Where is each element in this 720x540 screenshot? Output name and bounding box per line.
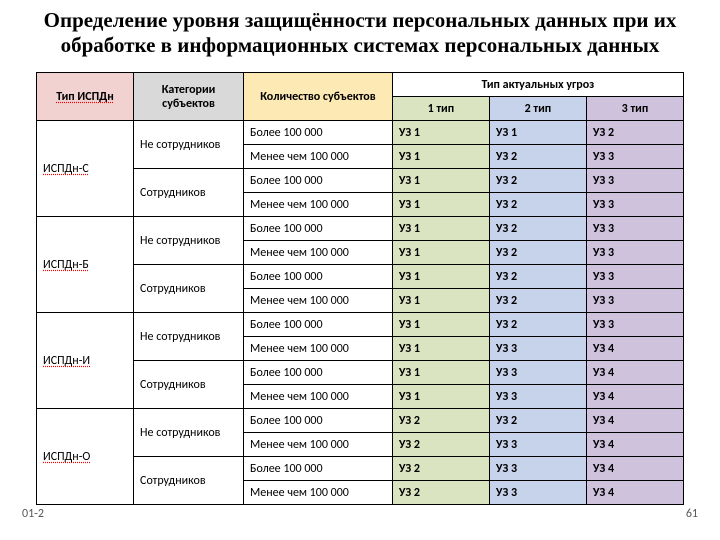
uz-cell: УЗ 1 xyxy=(392,289,489,313)
table-row: ИСПДн-ОНе сотрудниковБолее 100 000УЗ 2УЗ… xyxy=(37,409,684,433)
type-cell: ИСПДн-И xyxy=(37,313,134,409)
category-cell: Не сотрудников xyxy=(134,217,244,265)
uz-cell: УЗ 3 xyxy=(586,193,683,217)
uz-cell: УЗ 3 xyxy=(586,145,683,169)
uz-cell: УЗ 2 xyxy=(489,409,586,433)
table-row: СотрудниковБолее 100 000УЗ 1УЗ 2УЗ 3 xyxy=(37,169,684,193)
uz-cell: УЗ 4 xyxy=(586,361,683,385)
count-cell: Менее чем 100 000 xyxy=(244,385,393,409)
count-cell: Менее чем 100 000 xyxy=(244,289,393,313)
uz-cell: УЗ 2 xyxy=(489,193,586,217)
uz-cell: УЗ 4 xyxy=(586,481,683,505)
uz-cell: УЗ 2 xyxy=(392,481,489,505)
uz-cell: УЗ 1 xyxy=(392,361,489,385)
uz-cell: УЗ 4 xyxy=(586,409,683,433)
uz-cell: УЗ 3 xyxy=(489,481,586,505)
uz-cell: УЗ 4 xyxy=(586,385,683,409)
uz-cell: УЗ 1 xyxy=(392,217,489,241)
count-cell: Менее чем 100 000 xyxy=(244,433,393,457)
type-cell: ИСПДн-Б xyxy=(37,217,134,313)
page-title: Определение уровня защищённости персонал… xyxy=(0,0,720,62)
footer-left: 01-2 xyxy=(22,507,44,521)
uz-cell: УЗ 3 xyxy=(489,337,586,361)
count-cell: Менее чем 100 000 xyxy=(244,337,393,361)
uz-cell: УЗ 4 xyxy=(586,337,683,361)
footer: 01-2 61 xyxy=(0,505,720,507)
type-cell: ИСПДн-С xyxy=(37,121,134,217)
header-type: Тип ИСПДн xyxy=(37,73,134,121)
uz-cell: УЗ 1 xyxy=(392,193,489,217)
header-type1: 1 тип xyxy=(392,97,489,121)
uz-cell: УЗ 2 xyxy=(489,217,586,241)
count-cell: Более 100 000 xyxy=(244,361,393,385)
uz-cell: УЗ 2 xyxy=(489,313,586,337)
uz-cell: УЗ 2 xyxy=(489,289,586,313)
uz-cell: УЗ 3 xyxy=(586,265,683,289)
table-row: ИСПДн-ИНе сотрудниковБолее 100 000УЗ 1УЗ… xyxy=(37,313,684,337)
count-cell: Менее чем 100 000 xyxy=(244,145,393,169)
uz-cell: УЗ 3 xyxy=(586,289,683,313)
uz-cell: УЗ 3 xyxy=(489,361,586,385)
uz-cell: УЗ 3 xyxy=(586,217,683,241)
count-cell: Более 100 000 xyxy=(244,265,393,289)
uz-cell: УЗ 2 xyxy=(392,457,489,481)
uz-cell: УЗ 3 xyxy=(489,457,586,481)
uz-cell: УЗ 1 xyxy=(392,241,489,265)
type-cell: ИСПДн-О xyxy=(37,409,134,505)
uz-cell: УЗ 2 xyxy=(489,169,586,193)
category-cell: Сотрудников xyxy=(134,265,244,313)
table-row: ИСПДн-СНе сотрудниковБолее 100 000УЗ 1УЗ… xyxy=(37,121,684,145)
uz-cell: УЗ 4 xyxy=(586,433,683,457)
count-cell: Менее чем 100 000 xyxy=(244,481,393,505)
count-cell: Более 100 000 xyxy=(244,457,393,481)
category-cell: Сотрудников xyxy=(134,169,244,217)
header-category: Категории субъектов xyxy=(134,73,244,121)
uz-cell: УЗ 1 xyxy=(392,169,489,193)
category-cell: Сотрудников xyxy=(134,361,244,409)
uz-cell: УЗ 1 xyxy=(392,265,489,289)
header-count: Количество субъектов xyxy=(244,73,393,121)
count-cell: Менее чем 100 000 xyxy=(244,193,393,217)
uz-cell: УЗ 1 xyxy=(392,385,489,409)
uz-cell: УЗ 1 xyxy=(392,145,489,169)
count-cell: Более 100 000 xyxy=(244,217,393,241)
category-cell: Не сотрудников xyxy=(134,409,244,457)
uz-cell: УЗ 2 xyxy=(392,433,489,457)
count-cell: Более 100 000 xyxy=(244,409,393,433)
table-row: СотрудниковБолее 100 000УЗ 1УЗ 3УЗ 4 xyxy=(37,361,684,385)
uz-cell: УЗ 1 xyxy=(392,121,489,145)
uz-cell: УЗ 1 xyxy=(392,337,489,361)
header-type3: 3 тип xyxy=(586,97,683,121)
uz-cell: УЗ 4 xyxy=(586,457,683,481)
header-threat-group: Тип актуальных угроз xyxy=(392,73,683,97)
uz-cell: УЗ 3 xyxy=(489,385,586,409)
category-cell: Не сотрудников xyxy=(134,121,244,169)
table-body: ИСПДн-СНе сотрудниковБолее 100 000УЗ 1УЗ… xyxy=(37,121,684,505)
uz-cell: УЗ 2 xyxy=(489,145,586,169)
uz-cell: УЗ 2 xyxy=(489,265,586,289)
count-cell: Менее чем 100 000 xyxy=(244,241,393,265)
uz-cell: УЗ 2 xyxy=(586,121,683,145)
uz-cell: УЗ 3 xyxy=(586,313,683,337)
uz-cell: УЗ 1 xyxy=(489,121,586,145)
footer-right: 61 xyxy=(686,507,698,521)
count-cell: Более 100 000 xyxy=(244,169,393,193)
uz-cell: УЗ 3 xyxy=(489,433,586,457)
uz-cell: УЗ 3 xyxy=(586,169,683,193)
uz-cell: УЗ 1 xyxy=(392,313,489,337)
table-container: Тип ИСПДн Категории субъектов Количество… xyxy=(0,62,720,505)
uz-cell: УЗ 3 xyxy=(586,241,683,265)
header-type2: 2 тип xyxy=(489,97,586,121)
count-cell: Более 100 000 xyxy=(244,121,393,145)
category-cell: Сотрудников xyxy=(134,457,244,505)
table-row: СотрудниковБолее 100 000УЗ 1УЗ 2УЗ 3 xyxy=(37,265,684,289)
count-cell: Более 100 000 xyxy=(244,313,393,337)
uz-cell: УЗ 2 xyxy=(392,409,489,433)
category-cell: Не сотрудников xyxy=(134,313,244,361)
table-row: СотрудниковБолее 100 000УЗ 2УЗ 3УЗ 4 xyxy=(37,457,684,481)
uz-cell: УЗ 2 xyxy=(489,241,586,265)
protection-level-table: Тип ИСПДн Категории субъектов Количество… xyxy=(36,72,684,505)
table-row: ИСПДн-БНе сотрудниковБолее 100 000УЗ 1УЗ… xyxy=(37,217,684,241)
